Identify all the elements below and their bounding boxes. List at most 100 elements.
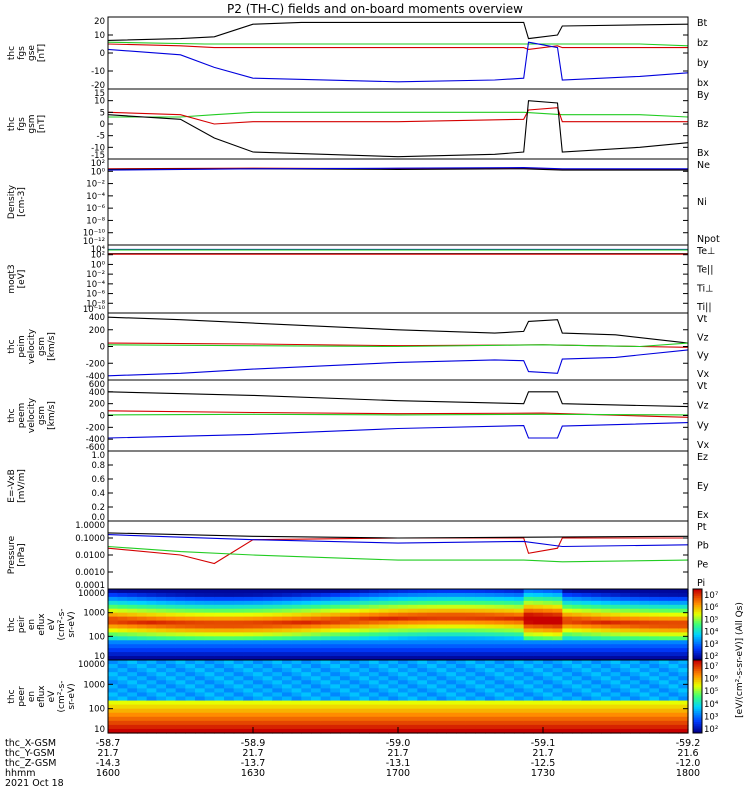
spectrogram-cell <box>185 676 196 681</box>
spectrogram-cell <box>552 664 563 669</box>
spectrogram-cell <box>262 604 273 610</box>
spectrogram-cell <box>204 644 215 649</box>
spectrogram-cell <box>504 676 515 681</box>
spectrogram-cell <box>398 636 409 641</box>
spectrogram-cell <box>137 589 148 594</box>
spectrogram-cell <box>378 648 389 653</box>
spectrogram-cell <box>678 589 689 594</box>
spectrogram-cell <box>668 624 679 630</box>
spectrogram-cell <box>465 648 476 653</box>
spectrogram-cell <box>233 704 244 710</box>
spectrogram-cell <box>436 716 447 722</box>
spectrogram-cell <box>311 708 322 714</box>
spectrogram-cell <box>649 636 660 641</box>
spectrogram-cell <box>407 672 418 677</box>
spectrogram-cell <box>291 620 302 626</box>
spectrogram-cell <box>562 640 573 645</box>
spectrogram-cell <box>630 676 641 681</box>
spectrogram-cell <box>378 636 389 641</box>
spectrogram-cell <box>678 652 689 657</box>
spectrogram-cell <box>253 676 264 681</box>
spectrogram-cell <box>649 596 660 602</box>
legend-vt: Vt <box>697 381 707 392</box>
spectrogram-cell <box>185 592 196 598</box>
spectrogram-cell <box>630 668 641 673</box>
spectrogram-cell <box>253 684 264 689</box>
spectrogram-cell <box>456 724 467 730</box>
spectrogram-cell <box>427 640 438 645</box>
colorbar-cell <box>693 725 702 729</box>
spectrogram-cell <box>108 664 119 669</box>
spectrogram-cell <box>330 636 341 641</box>
spectrogram-cell <box>185 688 196 694</box>
spectrogram-cell <box>649 612 660 618</box>
spectrogram-cell <box>572 696 583 702</box>
spectrogram-cell <box>494 692 505 698</box>
spectrogram-cell <box>359 620 370 626</box>
colorbar-cell <box>693 667 702 670</box>
y-axis-label: [mV/m] <box>17 469 27 503</box>
spectrogram-cell <box>475 684 486 689</box>
spectrogram-cell <box>543 656 554 661</box>
spectrogram-cell <box>601 704 612 710</box>
spectrogram-cell <box>204 712 215 718</box>
spectrogram-cell <box>678 600 689 606</box>
spectrogram-cell <box>639 664 650 669</box>
spectrogram-cell <box>204 632 215 637</box>
spectrogram-cell <box>359 604 370 610</box>
spectrogram-cell <box>475 712 486 718</box>
spectrogram-cell <box>475 600 486 606</box>
spectrogram-cell <box>262 668 273 673</box>
spectrogram-cell <box>301 724 312 730</box>
spectrogram-cell <box>446 656 457 661</box>
y-tick-label: 0.0 <box>91 513 105 523</box>
spectrogram-cell <box>320 612 331 618</box>
spectrogram-cell <box>659 596 670 602</box>
spectrogram-cell <box>581 716 592 722</box>
spectrogram-cell <box>504 700 515 706</box>
spectrogram-cell <box>581 672 592 677</box>
spectrogram-cell <box>475 668 486 673</box>
spectrogram-cell <box>272 676 283 681</box>
spectrogram-cell <box>475 644 486 649</box>
spectrogram-cell <box>108 712 119 718</box>
spectrogram-cell <box>330 624 341 630</box>
spectrogram-cell <box>282 728 293 734</box>
spectrogram-cell <box>340 589 351 594</box>
colorbar-cell <box>693 696 702 699</box>
spectrogram-cell <box>359 712 370 718</box>
spectrogram-cell <box>117 668 128 673</box>
spectrogram-cell <box>378 620 389 626</box>
spectrogram-cell <box>195 632 206 637</box>
spectrogram-cell <box>195 628 206 633</box>
spectrogram-cell <box>137 640 148 645</box>
spectrogram-cell <box>639 716 650 722</box>
spectrogram-cell <box>330 660 341 665</box>
spectrogram-cell <box>108 688 119 694</box>
ephemeris-value: -12.0 <box>676 758 701 769</box>
spectrogram-cell <box>678 720 689 726</box>
legend-by: By <box>697 90 710 101</box>
spectrogram-cell <box>108 692 119 698</box>
spectrogram-cell <box>108 704 119 710</box>
y-axis-label: (cm²-s- <box>57 608 67 640</box>
spectrogram-cell <box>301 704 312 710</box>
spectrogram-cell <box>485 604 496 610</box>
spectrogram-cell <box>456 680 467 685</box>
spectrogram-cell <box>117 728 128 734</box>
spectrogram-cell <box>359 672 370 677</box>
spectrogram-cell <box>330 672 341 677</box>
date-label: 2021 Oct 18 <box>5 778 64 789</box>
spectrogram-cell <box>204 720 215 726</box>
spectrogram-cell <box>591 589 602 594</box>
spectrogram-cell <box>494 600 505 606</box>
spectrogram-cell <box>407 632 418 637</box>
spectrogram-cell <box>485 724 496 730</box>
spectrogram-cell <box>668 728 679 734</box>
spectrogram-cell <box>659 664 670 669</box>
spectrogram-cell <box>349 612 360 618</box>
ephemeris-value: 21.7 <box>387 748 408 759</box>
spectrogram-cell <box>620 712 631 718</box>
spectrogram-cell <box>127 724 138 730</box>
spectrogram-cell <box>465 664 476 669</box>
